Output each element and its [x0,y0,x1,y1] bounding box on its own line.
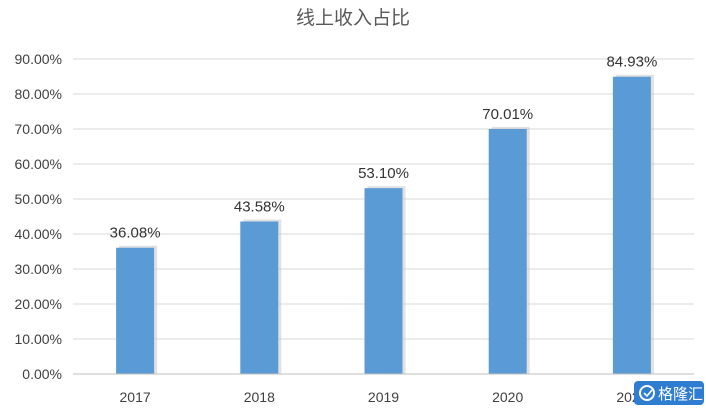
x-axis-ticks: 2017 2018 2019 2020 2021 [120,389,648,405]
bar-2017 [116,247,155,374]
data-label: 43.58% [234,198,285,215]
y-tick-label: 50.00% [15,191,62,207]
y-axis-ticks: 0.00% 10.00% 20.00% 30.00% 40.00% 50.00% 60.00… [15,51,62,382]
bar-2019 [364,188,403,374]
data-labels: 36.08% 43.58% 53.10% 70.01% 84.93% [110,54,658,242]
bar-2021 [612,76,651,375]
y-tick-label: 0.00% [22,366,62,382]
y-tick-label: 80.00% [15,86,62,102]
chart-title: 线上收入占比 [296,7,410,29]
x-tick-label: 2020 [492,389,523,405]
watermark: 格隆汇 [634,381,704,405]
data-label: 36.08% [110,225,161,242]
y-tick-label: 30.00% [15,261,62,277]
data-label: 70.01% [482,106,533,123]
y-tick-label: 70.00% [15,121,62,137]
bar-2018 [240,221,279,374]
x-tick-label: 2018 [244,389,275,405]
x-tick-label: 2017 [120,389,151,405]
watermark-text: 格隆汇 [658,385,703,403]
y-tick-label: 40.00% [15,226,62,242]
y-tick-label: 90.00% [15,51,62,67]
x-tick-label: 2019 [368,389,399,405]
watermark-logo-icon [639,385,655,401]
bar-2020 [488,128,527,374]
bars [116,74,654,375]
y-tick-label: 20.00% [15,296,62,312]
data-label: 84.93% [606,54,657,71]
data-label: 53.10% [358,165,409,182]
y-tick-label: 60.00% [15,156,62,172]
y-tick-label: 10.00% [15,331,62,347]
